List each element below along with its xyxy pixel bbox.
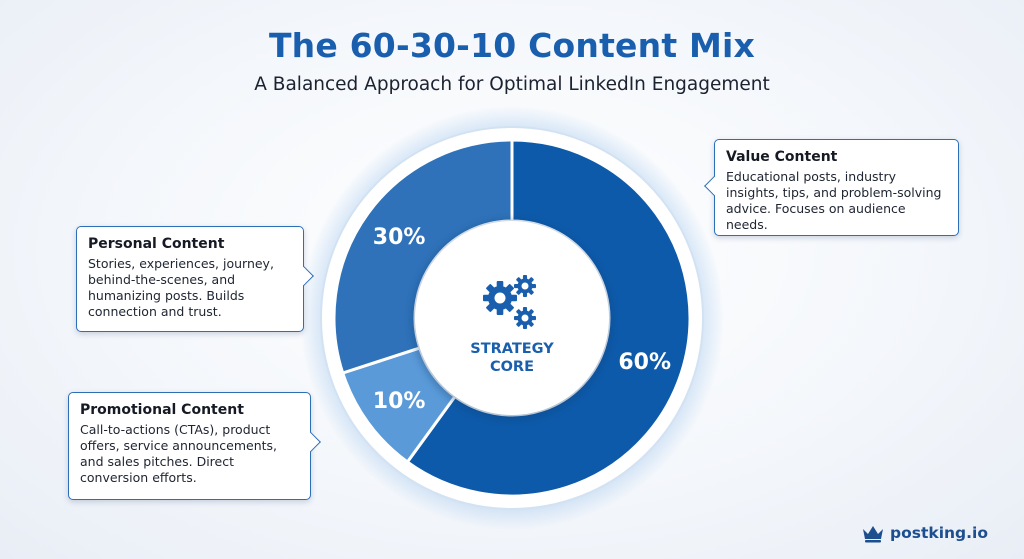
brand-logo: postking.io xyxy=(861,523,988,543)
page-subtitle: A Balanced Approach for Optimal LinkedIn… xyxy=(254,74,770,95)
promotional-content-description: Call-to-actions (CTAs), product offers, … xyxy=(80,422,278,485)
page-title: The 60-30-10 Content Mix xyxy=(268,26,756,65)
crown-icon xyxy=(863,526,884,543)
slice-label-value-content: 60% xyxy=(618,350,671,375)
promotional-content-callout: Promotional Content Call-to-actions (CTA… xyxy=(68,392,311,500)
personal-content-description: Stories, experiences, journey, behind-th… xyxy=(88,256,274,319)
slice-label-promotional-content: 10% xyxy=(373,389,426,414)
value-content-title: Value Content xyxy=(726,149,838,165)
promotional-content-title: Promotional Content xyxy=(80,402,244,418)
value-content-description: Educational posts, industry insights, ti… xyxy=(726,169,942,232)
personal-content-callout: Personal Content Stories, experiences, j… xyxy=(76,226,304,332)
slice-label-personal-content: 30% xyxy=(373,225,426,250)
personal-content-title: Personal Content xyxy=(88,236,225,252)
gears-icon xyxy=(483,275,536,329)
center-circle xyxy=(415,221,609,415)
brand-name: postking.io xyxy=(890,524,988,542)
value-content-callout: Value Content Educational posts, industr… xyxy=(714,139,959,236)
center-label: STRATEGY CORE xyxy=(470,341,554,375)
